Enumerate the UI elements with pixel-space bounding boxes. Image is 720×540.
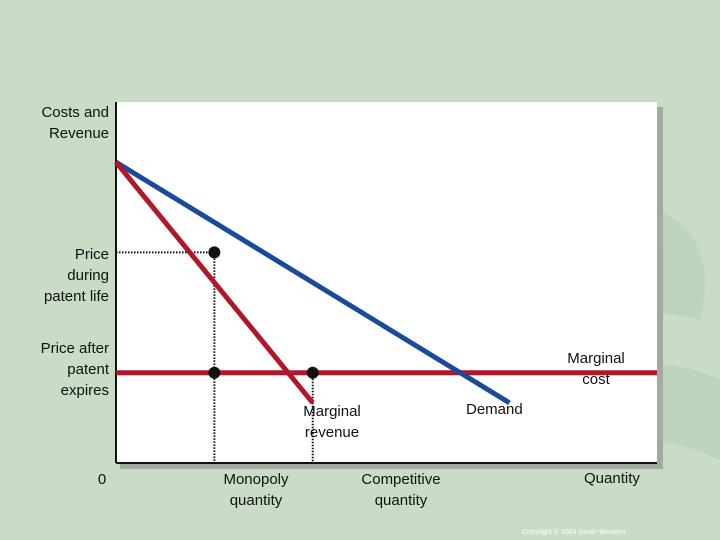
equilibrium-point-1 — [208, 246, 221, 259]
marginal-revenue-label: Marginal revenue — [287, 401, 377, 443]
monopoly-quantity-line1: Monopoly — [223, 471, 289, 488]
y-axis-label-line1: Costs and — [41, 104, 109, 121]
marginal-cost-line2: cost — [582, 371, 610, 388]
price-patent-line1: Price — [74, 246, 109, 263]
price-patent-line2: during — [67, 267, 109, 284]
price-after-line3: expires — [60, 382, 109, 399]
monopoly-quantity-label: Monopoly quantity — [206, 469, 306, 511]
marginal-revenue-line1: Marginal — [303, 403, 361, 420]
equilibrium-point-2 — [208, 366, 221, 379]
competitive-quantity-label: Competitive quantity — [346, 469, 456, 511]
demand-line — [114, 160, 511, 405]
curve-lines — [114, 160, 657, 405]
marginal-cost-line1: Marginal — [567, 350, 625, 367]
x-axis-label: Quantity — [584, 470, 640, 487]
guide-lines — [116, 251, 314, 463]
marginal-revenue-line2: revenue — [304, 424, 360, 441]
price-after-label: Price after patent expires — [8, 338, 109, 401]
origin-label: 0 — [97, 471, 107, 488]
equilibrium-point-3 — [306, 366, 319, 379]
equilibrium-markers — [208, 246, 319, 379]
price-after-line2: patent — [67, 361, 109, 378]
demand-label: Demand — [466, 401, 523, 418]
price-patent-label: Price during patent life — [8, 244, 109, 307]
marginal-cost-label: Marginal cost — [551, 348, 641, 390]
competitive-quantity-line2: quantity — [374, 492, 428, 509]
monopoly-quantity-line2: quantity — [229, 492, 283, 509]
plot-area — [116, 102, 657, 463]
y-axis-label-line2: Revenue — [48, 125, 109, 142]
y-axis-label: Costs and Revenue — [8, 102, 109, 144]
marginal-revenue-line — [114, 160, 315, 405]
price-patent-line3: patent life — [43, 288, 109, 305]
competitive-quantity-line1: Competitive — [361, 471, 441, 488]
copyright-text: Copyright © 2004 South-Western — [522, 529, 626, 536]
price-after-line1: Price after — [40, 340, 109, 357]
